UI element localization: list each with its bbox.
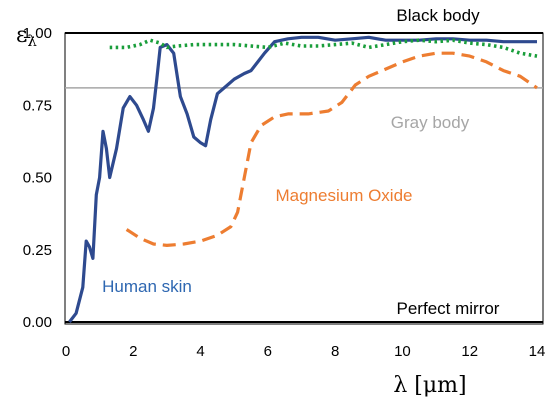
x-tick-label: 10	[394, 343, 411, 360]
annotation-label: Magnesium Oxide	[275, 186, 412, 205]
annotation-label: Black body	[396, 6, 480, 25]
x-tick-label: 12	[461, 343, 478, 360]
reference-lines	[65, 32, 543, 323]
x-axis-label: λ [μm]	[393, 373, 466, 398]
y-tick-label: 0.00	[23, 314, 52, 331]
series-line-2	[109, 38, 538, 58]
annotations-layer: Black body Gray body Magnesium Oxide Human …	[102, 6, 500, 318]
y-axis-label: ελ	[16, 23, 37, 50]
x-tick-label: 14	[529, 343, 546, 360]
x-tick-label: 0	[62, 343, 70, 360]
y-tick-label: 0.50	[23, 170, 52, 187]
y-tick-label: 1.00	[23, 25, 52, 42]
y-tick-label: 0.75	[23, 97, 52, 114]
x-tick-label: 2	[129, 343, 137, 360]
x-tick-label: 4	[196, 343, 204, 360]
ticks-layer: 0.00 0.25 0.50 0.75 1.00 0 2 4 6 8 10 12 14	[23, 25, 546, 360]
y-tick-label: 0.25	[23, 242, 52, 259]
series-line-0	[68, 35, 537, 323]
series-line-1	[125, 51, 538, 247]
annotation-label: Gray body	[391, 113, 470, 132]
annotation-label: Perfect mirror	[397, 299, 500, 318]
x-tick-label: 6	[264, 343, 272, 360]
annotation-label: Human skin	[102, 277, 192, 296]
series-layer	[68, 35, 538, 323]
x-tick-label: 8	[331, 343, 339, 360]
